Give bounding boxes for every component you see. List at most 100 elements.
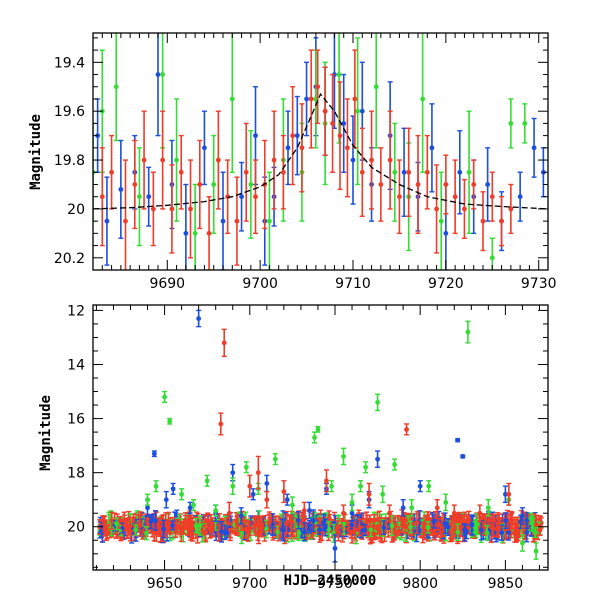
blue-data-point — [306, 501, 312, 520]
green-data-point — [329, 480, 335, 493]
green-data-point — [485, 498, 491, 517]
green-data-point — [153, 480, 159, 493]
green-data-point — [465, 320, 471, 344]
blue-data-point — [502, 485, 508, 504]
blue-data-point — [284, 493, 290, 506]
ticks — [92, 33, 549, 271]
blue-data-point — [146, 166, 152, 227]
red-data-point — [387, 504, 393, 523]
red-data-point — [197, 139, 203, 230]
green-data-point — [455, 523, 461, 541]
red-data-point — [215, 110, 221, 210]
red-data-point — [243, 122, 249, 222]
green-data-point — [392, 122, 398, 222]
baseline-point — [247, 521, 253, 537]
baseline-point — [174, 518, 180, 533]
baseline-point — [462, 524, 468, 542]
green-data-point — [533, 542, 539, 560]
blue-data-point — [239, 161, 245, 232]
blue-data-point — [187, 501, 193, 514]
blue-data-point — [341, 73, 347, 173]
baseline-point — [295, 510, 301, 530]
green-data-point — [522, 103, 528, 144]
green-data-point — [229, 33, 235, 173]
red-data-point — [150, 171, 156, 247]
red-data-point — [160, 110, 166, 210]
baseline-point — [148, 513, 154, 530]
bottom-ylabel: Magnitude — [38, 395, 54, 471]
red-data-point — [451, 504, 457, 523]
blue-data-point — [375, 450, 381, 468]
red-data-point — [188, 159, 193, 259]
baseline-point — [357, 518, 363, 537]
blue-data-point — [519, 507, 525, 525]
green-data-point — [248, 130, 254, 239]
red-data-point — [330, 73, 336, 173]
green-data-point — [136, 147, 142, 247]
blue-data-point — [196, 309, 202, 328]
red-data-point — [443, 154, 449, 215]
x-tick-label: 9800 — [402, 576, 438, 592]
red-data-point — [299, 103, 305, 193]
red-data-point — [452, 159, 458, 235]
blue-data-point — [163, 490, 169, 509]
baseline-point — [457, 518, 463, 537]
y-tick-label: 19.4 — [54, 55, 85, 71]
red-data-point — [271, 110, 277, 210]
green-data-point — [392, 458, 398, 471]
x-tick-label: 9850 — [488, 576, 524, 592]
green-data-point — [272, 453, 278, 466]
red-data-point — [234, 176, 240, 266]
baseline-point — [114, 517, 120, 531]
blue-data-point — [460, 454, 466, 459]
baseline-point — [367, 514, 373, 528]
baseline-point — [209, 517, 215, 531]
y-tick-label: 19.6 — [54, 104, 85, 120]
red-data-point — [178, 134, 184, 210]
blue-data-point — [250, 488, 256, 501]
x-tick-label: 9710 — [335, 276, 371, 292]
green-data-point — [363, 461, 369, 474]
blue-data-point — [417, 480, 423, 493]
baseline-point — [499, 524, 505, 541]
baseline-point — [473, 518, 479, 535]
baseline-point — [326, 520, 332, 538]
baseline-point — [425, 520, 431, 534]
red-data-point — [123, 159, 128, 270]
red-data-point — [169, 164, 175, 254]
baseline-point — [532, 527, 538, 539]
red-data-point — [221, 328, 227, 358]
green-data-point — [443, 493, 449, 512]
y-tick-label: 12 — [67, 303, 85, 319]
red-data-point — [253, 159, 258, 235]
ticks — [93, 305, 548, 570]
blue-data-point — [151, 450, 157, 458]
red-data-point — [366, 482, 372, 506]
red-data-point — [290, 86, 296, 186]
red-data-point — [378, 147, 384, 222]
red-data-point — [424, 134, 430, 210]
red-data-point — [322, 66, 328, 156]
green-data-point — [312, 431, 318, 444]
blue-data-point — [485, 147, 491, 222]
baseline-point — [133, 524, 139, 536]
y-tick-label: 19.8 — [54, 153, 85, 169]
x-tick-label: 9750 — [317, 576, 353, 592]
baseline-point — [283, 513, 289, 534]
green-data-point — [355, 37, 361, 186]
red-data-point — [247, 474, 253, 498]
top-ylabel: Magnitude — [28, 114, 44, 190]
red-data-point — [434, 498, 440, 517]
green-data-point — [489, 237, 495, 270]
blue-data-point — [400, 498, 406, 517]
top-panel-zoom: 9690 9700 9710 9720 9730 19.4 19.6 19.8 20 20.2 — [54, 32, 557, 292]
red-data-point — [141, 110, 147, 210]
blue-data-point — [531, 117, 537, 178]
blue-data-point — [170, 482, 176, 495]
red-data-point — [323, 469, 329, 493]
red-data-point — [415, 134, 421, 235]
x-tick-label: 9730 — [521, 276, 557, 292]
baseline-point — [279, 518, 285, 540]
green-data-point — [373, 33, 379, 149]
